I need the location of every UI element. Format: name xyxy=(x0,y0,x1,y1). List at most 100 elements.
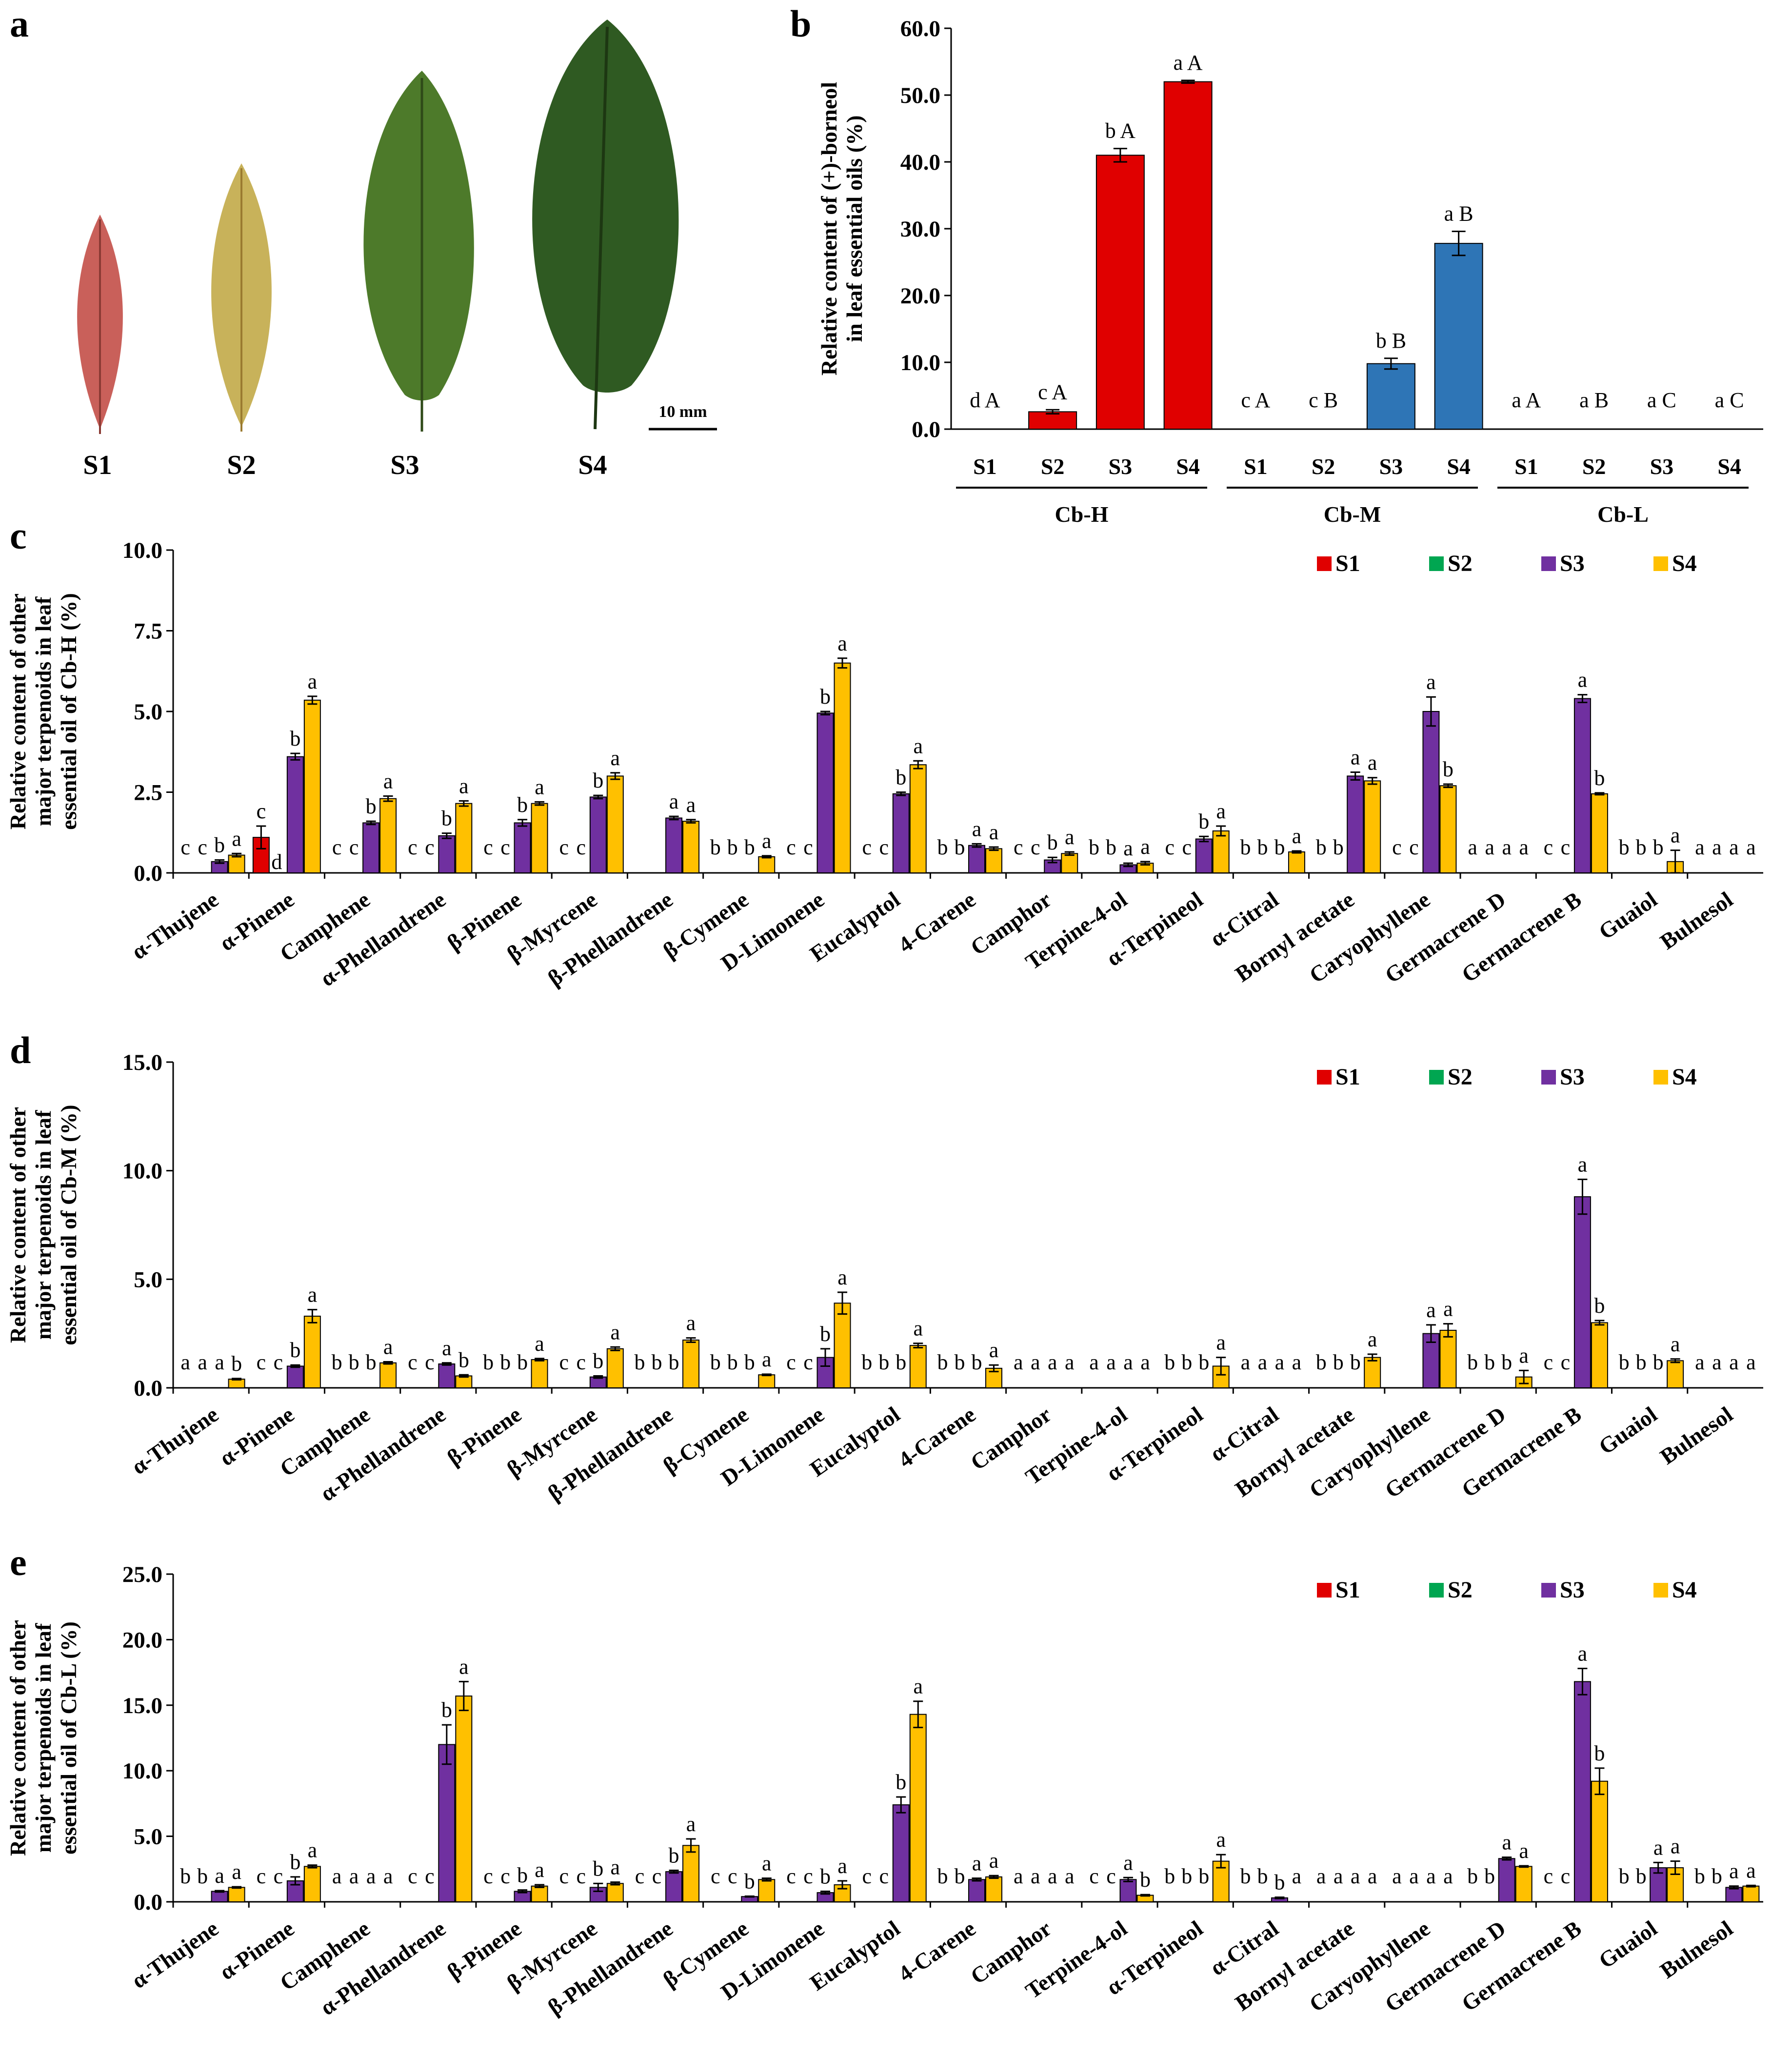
significance-label: b xyxy=(1619,1864,1630,1888)
significance-label: a xyxy=(1578,1642,1588,1666)
significance-label: b xyxy=(955,835,965,859)
significance-label: b xyxy=(1047,830,1058,854)
bar xyxy=(758,1879,776,1902)
significance-label: a xyxy=(1519,1343,1529,1367)
significance-label: b xyxy=(366,794,377,818)
bar xyxy=(1422,711,1440,873)
significance-label: b xyxy=(1594,1294,1605,1318)
category-label: 4-Carene xyxy=(894,1401,980,1472)
bar xyxy=(1742,1885,1760,1902)
significance-label: c xyxy=(500,1864,510,1888)
significance-label: c xyxy=(559,1350,569,1374)
stage-label: S1 xyxy=(1244,454,1268,479)
legend-swatch xyxy=(1653,1583,1668,1598)
significance-label: a xyxy=(459,774,469,798)
bar xyxy=(1439,785,1457,874)
legend-swatch xyxy=(1541,1070,1556,1085)
bar xyxy=(985,848,1002,873)
significance-label: b xyxy=(366,1350,377,1374)
y-tick-label: 5.0 xyxy=(134,1267,162,1292)
legend-label: S2 xyxy=(1448,1577,1473,1603)
category-label: Guaiol xyxy=(1594,1401,1661,1459)
significance-label: c xyxy=(500,835,510,859)
significance-label: b xyxy=(820,1864,831,1888)
y-tick-label: 0.0 xyxy=(134,1376,162,1401)
significance-label: c xyxy=(577,835,586,859)
y-tick-label: 10.0 xyxy=(122,1159,162,1184)
bar xyxy=(606,775,624,874)
significance-label: a xyxy=(1443,1297,1453,1321)
group-label: Cb-M xyxy=(1324,502,1381,527)
significance-label: a xyxy=(972,1852,982,1875)
significance-label: c xyxy=(635,1864,645,1888)
significance-label: a xyxy=(308,670,318,693)
bar xyxy=(531,803,548,874)
y-axis-label-line: major terpenoids in leaf xyxy=(31,1623,56,1853)
significance-label: b xyxy=(1257,835,1268,859)
significance-label: a xyxy=(1258,1350,1268,1374)
bar xyxy=(1434,243,1483,430)
y-axis-label-line: Relative content of other xyxy=(5,1107,30,1343)
y-tick-label: 0.0 xyxy=(134,861,162,886)
significance-label: b xyxy=(593,1856,603,1880)
significance-label: a xyxy=(1123,1851,1133,1875)
significance-label: a xyxy=(686,793,696,817)
significance-label: c xyxy=(862,1864,872,1888)
significance-label: b xyxy=(1484,1864,1495,1888)
significance-label: b xyxy=(483,1350,494,1374)
bar xyxy=(1195,838,1213,873)
significance-label: b xyxy=(1636,1350,1647,1374)
category-label: α-Thujene xyxy=(127,1915,223,1993)
legend-label: S1 xyxy=(1335,551,1360,576)
significance-label: b xyxy=(349,1350,359,1374)
significance-label: c xyxy=(862,835,872,859)
significance-label: a xyxy=(1426,1298,1436,1322)
y-tick-label: 20.0 xyxy=(122,1627,162,1653)
significance-label: a xyxy=(1106,1350,1116,1374)
bar xyxy=(665,817,683,873)
bar xyxy=(1591,1780,1608,1903)
significance-label: a xyxy=(1351,745,1360,769)
significance-label: a xyxy=(1729,1859,1739,1883)
significance-label: a xyxy=(1746,1858,1756,1882)
y-tick-label: 10.0 xyxy=(900,350,940,375)
significance-label: c xyxy=(879,835,889,859)
category-label: β-Phellandrene xyxy=(543,887,677,991)
y-axis-label: Relative content of othermajor terpenoid… xyxy=(5,593,81,830)
significance-label: b xyxy=(669,1350,679,1374)
significance-label: a xyxy=(308,1838,318,1862)
significance-label: c A xyxy=(1038,380,1067,404)
bar xyxy=(1212,830,1230,873)
significance-label: a C xyxy=(1647,388,1676,412)
bar xyxy=(1667,1360,1684,1388)
significance-label: c xyxy=(425,835,435,859)
legend: S1 S2 S3 S4 xyxy=(1317,551,1697,576)
stage-label: S2 xyxy=(1312,454,1335,479)
significance-label: a xyxy=(1485,835,1494,859)
y-axis-label-line: major terpenoids in leaf xyxy=(31,596,56,826)
legend: S1 S2 S3 S4 xyxy=(1317,1577,1697,1603)
significance-label: b xyxy=(517,1350,528,1374)
significance-label: c xyxy=(332,835,342,859)
y-tick-label: 15.0 xyxy=(122,1050,162,1075)
significance-label: a xyxy=(1241,1350,1251,1374)
legend-label: S3 xyxy=(1560,1064,1585,1090)
significance-label: a xyxy=(1031,1350,1040,1374)
significance-label: a xyxy=(1368,1327,1377,1351)
y-tick-label: 25.0 xyxy=(122,1562,162,1587)
bar xyxy=(438,1363,456,1389)
bar xyxy=(682,1845,700,1903)
significance-label: a xyxy=(611,746,620,770)
significance-label: c xyxy=(559,835,569,859)
legend-swatch xyxy=(1653,556,1668,571)
significance-label: b xyxy=(1198,1350,1209,1374)
significance-label: a xyxy=(535,1332,544,1356)
significance-label: a xyxy=(913,1675,923,1698)
y-axis-label-line: major terpenoids in leaf xyxy=(31,1110,56,1340)
significance-label: c xyxy=(577,1864,586,1888)
significance-label: a xyxy=(1426,670,1436,694)
significance-label: b xyxy=(290,1850,300,1874)
bar xyxy=(606,1883,624,1902)
significance-label: a xyxy=(1392,1864,1402,1888)
